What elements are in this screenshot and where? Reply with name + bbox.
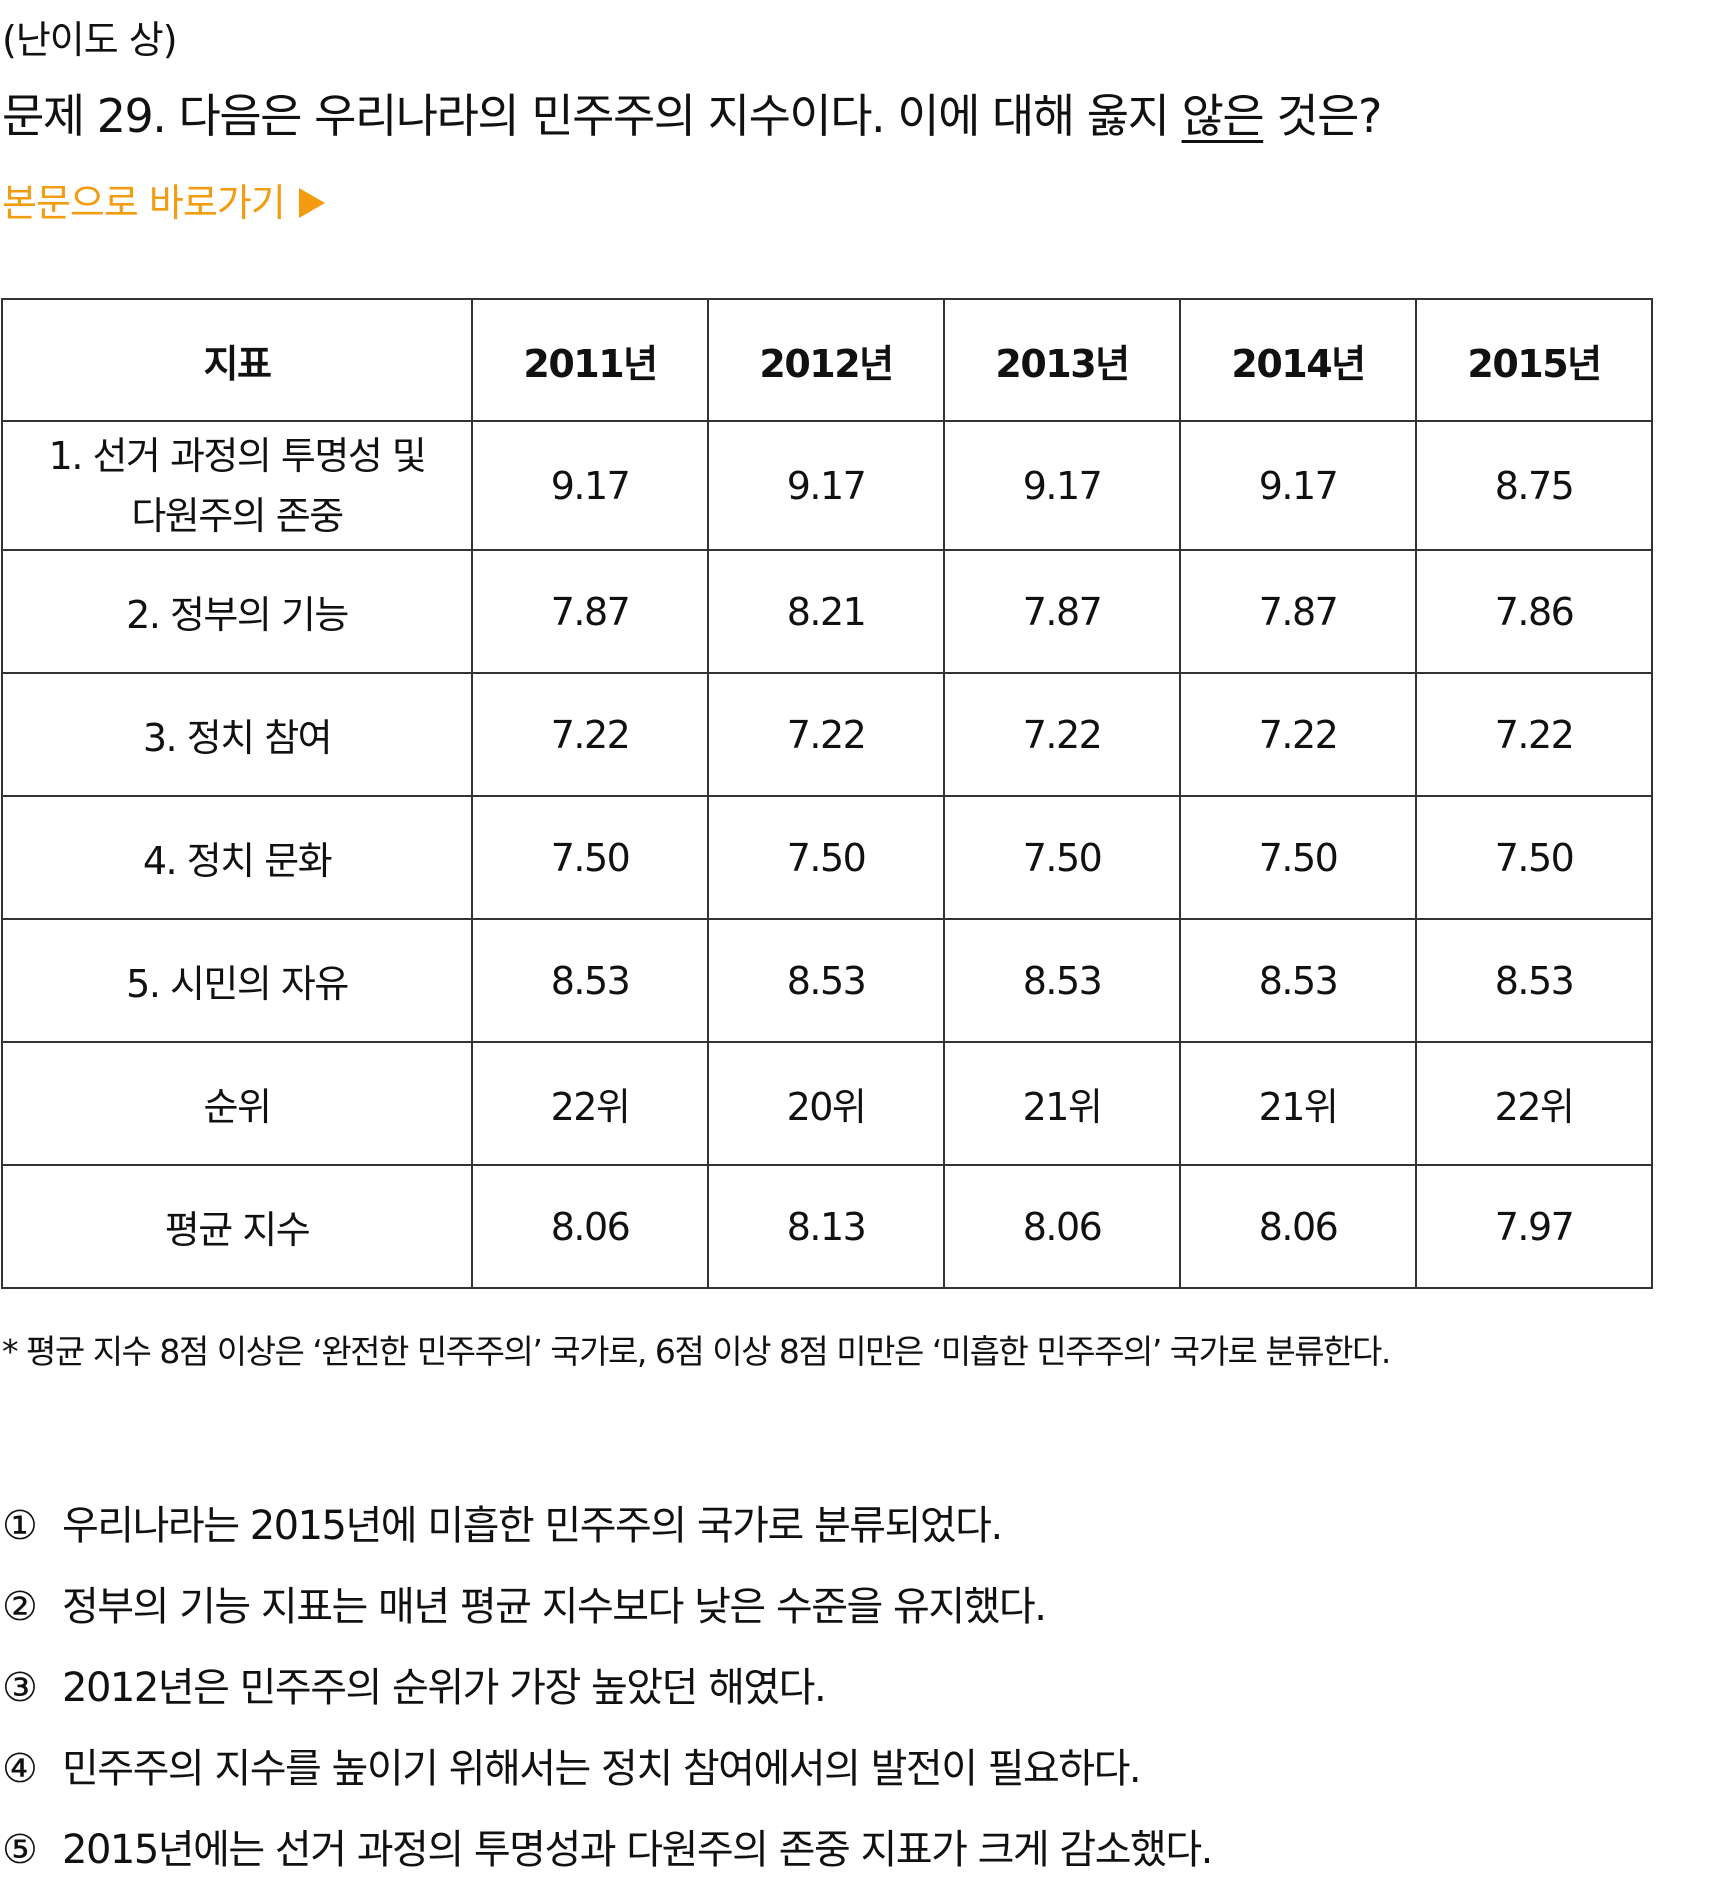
question-suffix: 것은?	[1263, 89, 1382, 143]
table-footnote: * 평균 지수 8점 이상은 ‘완전한 민주주의’ 국가로, 6점 이상 8점 …	[2, 1332, 1391, 1371]
answer-choices: ① 우리나라는 2015년에 미흡한 민주주의 국가로 분류되었다. ② 정부의…	[2, 1498, 1213, 1903]
question-prefix: 문제 29. 다음은 우리나라의 민주주의 지수이다. 이에 대해 옳지	[2, 89, 1182, 143]
question-emphasis: 않은	[1181, 89, 1265, 143]
table-cell: 7.22	[1415, 672, 1653, 797]
choice-number: ④	[2, 1746, 38, 1792]
table-cell: 22위	[471, 1041, 709, 1166]
table-cell: 7.50	[707, 795, 945, 920]
table-cell: 7.22	[471, 672, 709, 797]
table-cell: 7.22	[707, 672, 945, 797]
table-cell: 8.06	[471, 1164, 709, 1289]
table-cell: 9.17	[707, 420, 945, 551]
column-header: 2012년	[707, 298, 945, 422]
choice-text: 정부의 기능 지표는 매년 평균 지수보다 낮은 수준을 유지했다.	[62, 1584, 1047, 1630]
table-cell: 8.06	[943, 1164, 1181, 1289]
table-cell: 8.53	[471, 918, 709, 1043]
row-label-line: 1. 선거 과정의 투명성 및	[48, 433, 427, 478]
table-header-row: 지표 2011년 2012년 2013년 2014년 2015년	[1, 298, 1653, 422]
table-row: 5. 시민의 자유 8.53 8.53 8.53 8.53 8.53	[1, 918, 1653, 1043]
column-header: 2013년	[943, 298, 1181, 422]
answer-choice-3[interactable]: ③ 2012년은 민주주의 순위가 가장 높았던 해였다.	[2, 1660, 1212, 1716]
table-cell: 8.21	[707, 549, 945, 674]
table-cell: 7.22	[1179, 672, 1417, 797]
table-cell: 7.97	[1415, 1164, 1653, 1289]
row-label: 3. 정치 참여	[1, 672, 473, 797]
row-label: 2. 정부의 기능	[1, 549, 473, 674]
table-cell: 8.75	[1415, 420, 1653, 551]
column-header: 2015년	[1415, 298, 1653, 422]
democracy-index-table: 지표 2011년 2012년 2013년 2014년 2015년 1. 선거 과…	[1, 298, 1653, 1289]
table-cell: 7.22	[943, 672, 1181, 797]
choice-number: ①	[2, 1503, 38, 1549]
column-header: 2014년	[1179, 298, 1417, 422]
column-header: 지표	[1, 298, 473, 422]
row-label-line: 다원주의 존중	[131, 493, 344, 538]
column-header: 2011년	[471, 298, 709, 422]
table-cell: 8.13	[707, 1164, 945, 1289]
table-cell: 8.53	[1415, 918, 1653, 1043]
table-cell: 7.87	[471, 549, 709, 674]
table-cell: 7.87	[943, 549, 1181, 674]
table-cell: 9.17	[1179, 420, 1417, 551]
table-cell: 9.17	[471, 420, 709, 551]
row-label: 5. 시민의 자유	[1, 918, 473, 1043]
row-label: 4. 정치 문화	[1, 795, 473, 920]
table-row: 순위 22위 20위 21위 21위 22위	[1, 1041, 1653, 1166]
table-cell: 20위	[707, 1041, 945, 1166]
answer-choice-5[interactable]: ⑤ 2015년에는 선거 과정의 투명성과 다원주의 존중 지표가 크게 감소했…	[2, 1822, 1213, 1878]
answer-choice-4[interactable]: ④ 민주주의 지수를 높이기 위해서는 정치 참여에서의 발전이 필요하다.	[2, 1741, 1212, 1797]
table-cell: 8.53	[943, 918, 1181, 1043]
table-cell: 21위	[1179, 1041, 1417, 1166]
choice-text: 민주주의 지수를 높이기 위해서는 정치 참여에서의 발전이 필요하다.	[62, 1746, 1142, 1792]
answer-choice-2[interactable]: ② 정부의 기능 지표는 매년 평균 지수보다 낮은 수준을 유지했다.	[2, 1579, 1212, 1635]
difficulty-label: (난이도 상)	[2, 18, 178, 62]
skip-to-content-link[interactable]: 본문으로 바로가기	[2, 178, 325, 228]
table-cell: 7.50	[471, 795, 709, 920]
choice-number: ⑤	[2, 1827, 38, 1873]
choice-text: 2012년은 민주주의 순위가 가장 높았던 해였다.	[62, 1665, 827, 1711]
row-label: 평균 지수	[1, 1164, 473, 1289]
question-title: 문제 29. 다음은 우리나라의 민주주의 지수이다. 이에 대해 옳지 않은 …	[2, 86, 1382, 146]
choice-number: ②	[2, 1584, 38, 1630]
table-cell: 7.50	[1415, 795, 1653, 920]
table-row: 평균 지수 8.06 8.13 8.06 8.06 7.97	[1, 1164, 1653, 1289]
table-cell: 7.50	[1179, 795, 1417, 920]
table-cell: 9.17	[943, 420, 1181, 551]
choice-text: 우리나라는 2015년에 미흡한 민주주의 국가로 분류되었다.	[62, 1503, 1003, 1549]
table-row: 2. 정부의 기능 7.87 8.21 7.87 7.87 7.86	[1, 549, 1653, 674]
choice-number: ③	[2, 1665, 38, 1711]
row-label: 순위	[1, 1041, 473, 1166]
table-row: 3. 정치 참여 7.22 7.22 7.22 7.22 7.22	[1, 672, 1653, 797]
play-triangle-icon	[298, 188, 325, 218]
table-cell: 21위	[943, 1041, 1181, 1166]
table-cell: 22위	[1415, 1041, 1653, 1166]
table-cell: 7.86	[1415, 549, 1653, 674]
choice-text: 2015년에는 선거 과정의 투명성과 다원주의 존중 지표가 크게 감소했다.	[62, 1827, 1213, 1873]
table-cell: 8.53	[1179, 918, 1417, 1043]
table-cell: 7.87	[1179, 549, 1417, 674]
table-cell: 8.06	[1179, 1164, 1417, 1289]
skip-link-label: 본문으로 바로가기	[2, 181, 286, 225]
table-cell: 7.50	[943, 795, 1181, 920]
table-row: 4. 정치 문화 7.50 7.50 7.50 7.50 7.50	[1, 795, 1653, 920]
table-cell: 8.53	[707, 918, 945, 1043]
answer-choice-1[interactable]: ① 우리나라는 2015년에 미흡한 민주주의 국가로 분류되었다.	[2, 1498, 1212, 1554]
